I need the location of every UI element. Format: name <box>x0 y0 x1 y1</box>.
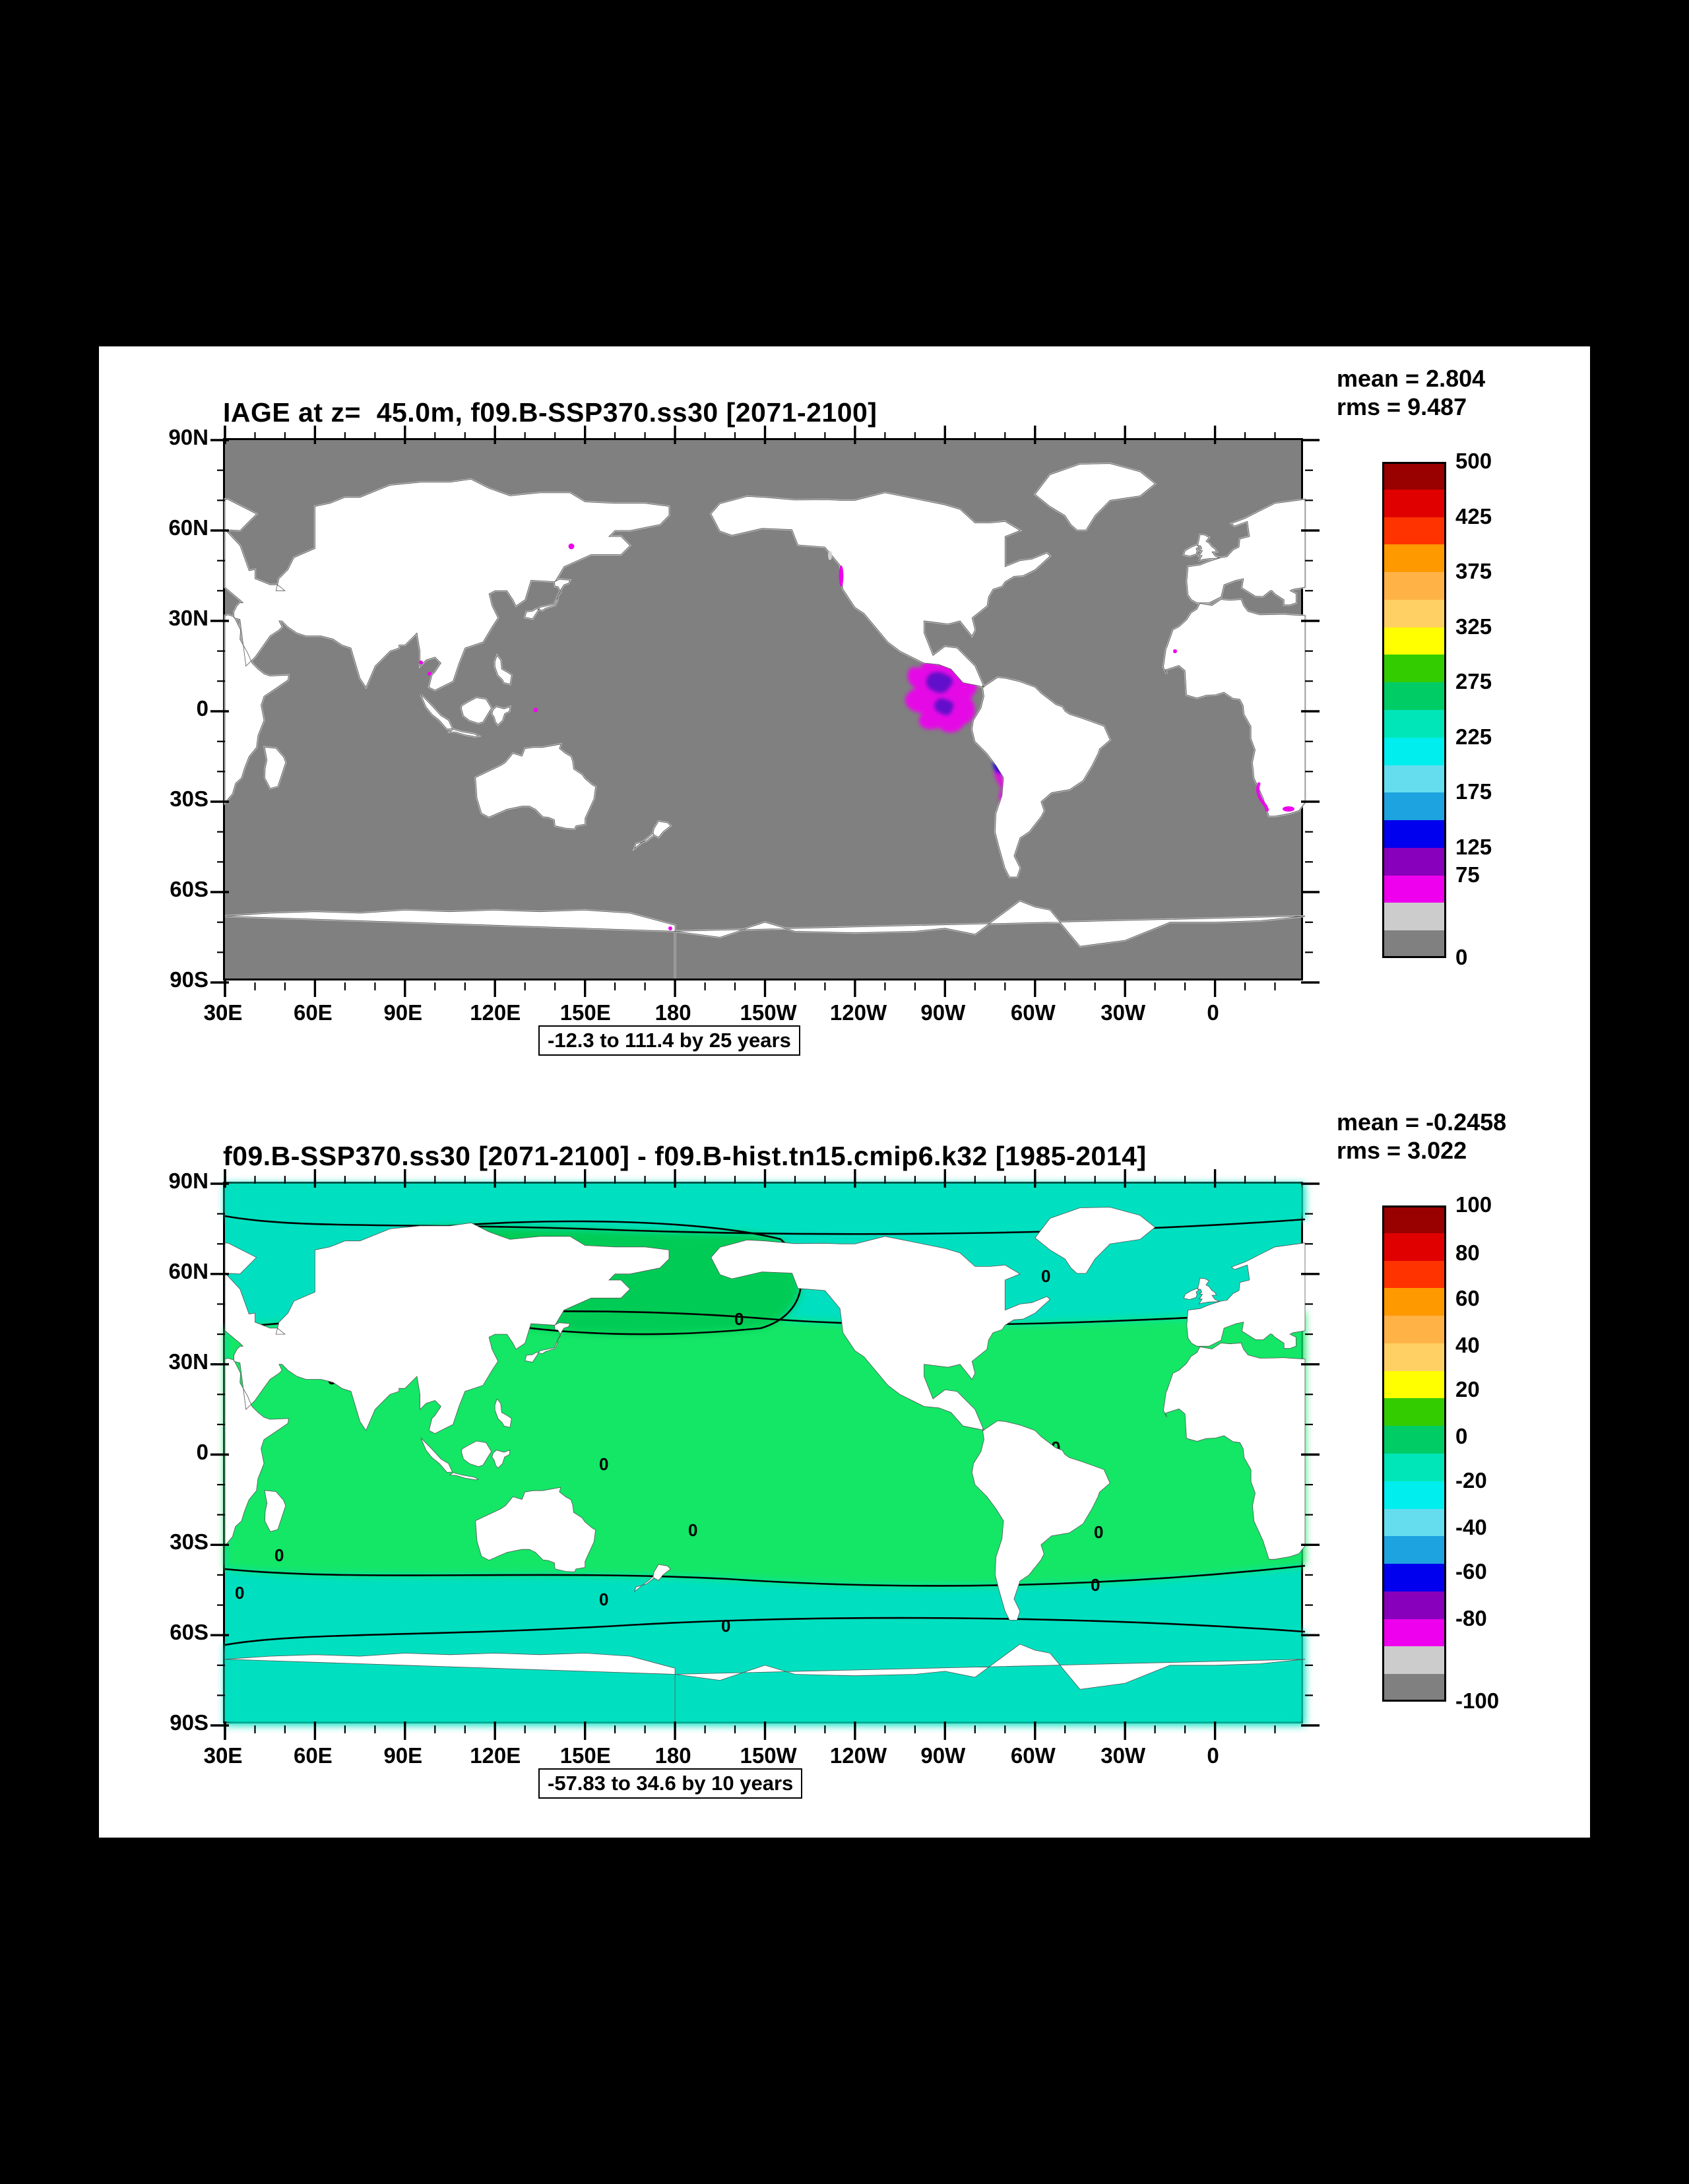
svg-text:0: 0 <box>688 1520 697 1540</box>
svg-text:0: 0 <box>721 1616 730 1636</box>
svg-text:0: 0 <box>1094 1522 1103 1542</box>
svg-text:0: 0 <box>599 1454 608 1474</box>
svg-text:0: 0 <box>235 1583 244 1603</box>
svg-text:0: 0 <box>1091 1575 1100 1595</box>
svg-text:0: 0 <box>1041 1266 1050 1286</box>
svg-text:0: 0 <box>599 1590 608 1609</box>
svg-text:0: 0 <box>274 1545 284 1565</box>
svg-text:0: 0 <box>734 1309 744 1329</box>
